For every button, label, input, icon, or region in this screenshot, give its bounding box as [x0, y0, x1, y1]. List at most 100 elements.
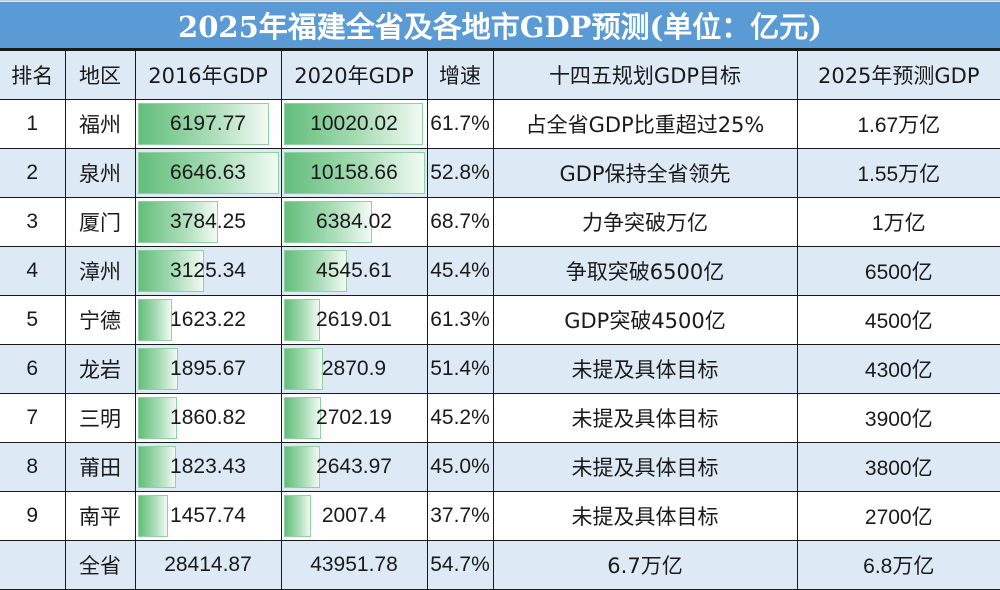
target-cell[interactable]: 未提及具体目标 — [492, 442, 798, 492]
growth-cell[interactable]: 45.2% — [426, 393, 494, 443]
target-cell[interactable]: GDP突破4500亿 — [492, 295, 798, 345]
region-cell[interactable]: 龙岩 — [64, 344, 136, 394]
forecast-cell[interactable]: 6500亿 — [796, 246, 1000, 296]
growth-cell[interactable]: 45.4% — [426, 246, 494, 296]
rank-cell[interactable]: 5 — [0, 295, 66, 345]
gdp-2020-cell[interactable]: 2870.9 — [280, 344, 428, 394]
growth-cell[interactable]: 52.8% — [426, 148, 494, 198]
gdp-2020-cell[interactable]: 2643.97 — [280, 442, 428, 492]
forecast-cell[interactable]: 2700亿 — [796, 491, 1000, 541]
gdp-2020-value: 2870.9 — [321, 357, 387, 380]
rank-cell[interactable]: 4 — [0, 246, 66, 296]
target-cell[interactable]: GDP保持全省领先 — [492, 148, 798, 198]
target-cell[interactable]: 未提及具体目标 — [492, 344, 798, 394]
gdp-2016-cell[interactable]: 3784.25 — [134, 197, 282, 247]
growth-cell[interactable]: 61.7% — [426, 99, 494, 149]
region-cell[interactable]: 厦门 — [64, 197, 136, 247]
header-target[interactable]: 十四五规划GDP目标 — [492, 50, 798, 100]
gdp-2020-cell[interactable]: 4545.61 — [280, 246, 428, 296]
gdp-2016-cell[interactable]: 1860.82 — [134, 393, 282, 443]
gdp-table: 排名 地区 2016年GDP 2020年GDP 增速 十四五规划GDP目标 20… — [0, 50, 1000, 590]
gdp-2020-cell[interactable]: 2702.19 — [280, 393, 428, 443]
target-cell[interactable]: 占全省GDP比重超过25% — [492, 99, 798, 149]
rank-cell[interactable] — [0, 540, 66, 590]
region-cell[interactable]: 福州 — [64, 99, 136, 149]
gdp-2020-cell[interactable]: 2619.01 — [280, 295, 428, 345]
gdp-2020-cell[interactable]: 6384.02 — [280, 197, 428, 247]
forecast-cell[interactable]: 6.8万亿 — [796, 540, 1000, 590]
gdp-2016-cell[interactable]: 1823.43 — [134, 442, 282, 492]
forecast-cell[interactable]: 1万亿 — [796, 197, 1000, 247]
growth-cell[interactable]: 51.4% — [426, 344, 494, 394]
gdp-2016-cell[interactable]: 1457.74 — [134, 491, 282, 541]
target-cell[interactable]: 未提及具体目标 — [492, 393, 798, 443]
growth-cell[interactable]: 45.0% — [426, 442, 494, 492]
forecast-cell[interactable]: 3800亿 — [796, 442, 1000, 492]
rank-cell[interactable]: 3 — [0, 197, 66, 247]
data-bar-2016 — [137, 201, 218, 243]
table-row: 6 龙岩 1895.67 2870.9 51.4% 未提及具体目标 4300亿 — [0, 344, 1000, 394]
header-gdp-2020[interactable]: 2020年GDP — [280, 50, 428, 100]
gdp-2020-value: 2007.4 — [321, 504, 387, 527]
region-cell[interactable]: 莆田 — [64, 442, 136, 492]
rank-cell[interactable]: 2 — [0, 148, 66, 198]
forecast-cell[interactable]: 4300亿 — [796, 344, 1000, 394]
rank-cell[interactable]: 9 — [0, 491, 66, 541]
region-cell[interactable]: 全省 — [64, 540, 136, 590]
forecast-cell[interactable]: 1.67万亿 — [796, 99, 1000, 149]
rank-cell[interactable]: 6 — [0, 344, 66, 394]
table-row: 5 宁德 1623.22 2619.01 61.3% GDP突破4500亿 45… — [0, 295, 1000, 345]
gdp-2020-cell[interactable]: 10158.66 — [280, 148, 428, 198]
target-cell[interactable]: 未提及具体目标 — [492, 491, 798, 541]
header-rank[interactable]: 排名 — [0, 50, 66, 100]
gdp-2020-value: 10158.66 — [310, 161, 398, 184]
region-cell[interactable]: 三明 — [64, 393, 136, 443]
gdp-2016-cell[interactable]: 6197.77 — [134, 99, 282, 149]
rank-cell[interactable]: 8 — [0, 442, 66, 492]
rank-cell[interactable]: 7 — [0, 393, 66, 443]
growth-cell[interactable]: 68.7% — [426, 197, 494, 247]
table-row: 3 厦门 3784.25 6384.02 68.7% 力争突破万亿 1万亿 — [0, 197, 1000, 247]
gdp-2020-value: 10020.02 — [310, 112, 398, 135]
target-cell[interactable]: 争取突破6500亿 — [492, 246, 798, 296]
gdp-2020-value: 2702.19 — [316, 406, 392, 429]
region-cell[interactable]: 南平 — [64, 491, 136, 541]
gdp-2016-cell[interactable]: 1623.22 — [134, 295, 282, 345]
gdp-2020-value: 6384.02 — [316, 210, 392, 233]
data-bar-2016 — [137, 103, 269, 145]
gdp-2020-cell[interactable]: 43951.78 — [280, 540, 428, 590]
forecast-cell[interactable]: 1.55万亿 — [796, 148, 1000, 198]
growth-cell[interactable]: 61.3% — [426, 295, 494, 345]
gdp-2020-cell[interactable]: 2007.4 — [280, 491, 428, 541]
data-bar-2020 — [283, 103, 423, 145]
region-cell[interactable]: 泉州 — [64, 148, 136, 198]
data-bar-2016 — [137, 446, 177, 488]
growth-cell[interactable]: 54.7% — [426, 540, 494, 590]
data-bar-2016 — [137, 495, 169, 537]
forecast-cell[interactable]: 4500亿 — [796, 295, 1000, 345]
forecast-cell[interactable]: 3900亿 — [796, 393, 1000, 443]
table-row: 1 福州 6197.77 10020.02 61.7% 占全省GDP比重超过25… — [0, 99, 1000, 149]
region-cell[interactable]: 宁德 — [64, 295, 136, 345]
data-bar-2016 — [137, 348, 178, 390]
gdp-2020-value: 2643.97 — [316, 455, 392, 478]
gdp-2016-cell[interactable]: 28414.87 — [134, 540, 282, 590]
target-cell[interactable]: 6.7万亿 — [492, 540, 798, 590]
region-cell[interactable]: 漳州 — [64, 246, 136, 296]
gdp-2020-cell[interactable]: 10020.02 — [280, 99, 428, 149]
gdp-2016-cell[interactable]: 6646.63 — [134, 148, 282, 198]
header-growth[interactable]: 增速 — [426, 50, 494, 100]
growth-cell[interactable]: 37.7% — [426, 491, 494, 541]
gdp-2016-cell[interactable]: 1895.67 — [134, 344, 282, 394]
target-cell[interactable]: 力争突破万亿 — [492, 197, 798, 247]
header-forecast[interactable]: 2025年预测GDP — [796, 50, 1000, 100]
data-bar-2020 — [283, 495, 312, 537]
header-row: 排名 地区 2016年GDP 2020年GDP 增速 十四五规划GDP目标 20… — [0, 50, 1000, 100]
table-row: 7 三明 1860.82 2702.19 45.2% 未提及具体目标 3900亿 — [0, 393, 1000, 443]
header-gdp-2016[interactable]: 2016年GDP — [134, 50, 282, 100]
data-bar-2020 — [283, 397, 321, 439]
gdp-2016-cell[interactable]: 3125.34 — [134, 246, 282, 296]
rank-cell[interactable]: 1 — [0, 99, 66, 149]
header-region[interactable]: 地区 — [64, 50, 136, 100]
